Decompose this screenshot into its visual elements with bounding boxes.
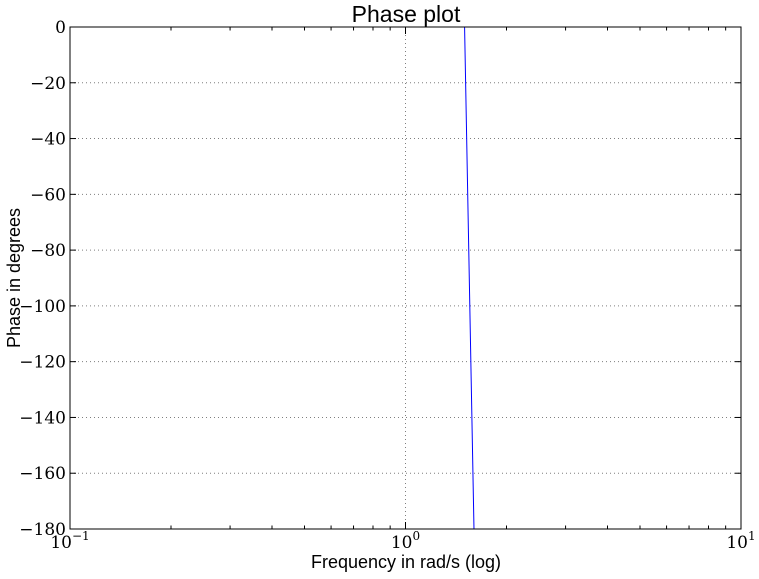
x-tick-label: 10−1 bbox=[50, 529, 89, 553]
chart-title: Phase plot bbox=[352, 1, 461, 27]
x-tick-labels: 10−1 100 101 bbox=[50, 529, 755, 553]
y-tick-label: 0 bbox=[55, 18, 66, 38]
y-tick-label: −140 bbox=[19, 408, 66, 428]
x-axis-label: Frequency in rad/s (log) bbox=[311, 552, 501, 572]
y-tick-label: −20 bbox=[30, 74, 66, 94]
x-tick-label: 100 bbox=[391, 529, 420, 553]
y-tick-label: −40 bbox=[30, 130, 66, 150]
y-tick-label: −80 bbox=[30, 241, 66, 261]
y-tick-label: −60 bbox=[30, 185, 66, 205]
minor-ticks bbox=[170, 27, 727, 529]
y-axis-label: Phase in degrees bbox=[4, 208, 24, 348]
y-tick-labels: 0 −20 −40 −60 −80 −100 −120 −140 −160 −180 bbox=[19, 18, 66, 540]
y-tick-label: −120 bbox=[19, 353, 66, 373]
plot-frame bbox=[69, 26, 742, 530]
x-tick-label: 101 bbox=[726, 529, 755, 553]
y-tick-label: −180 bbox=[19, 520, 66, 540]
y-tick-label: −160 bbox=[19, 464, 66, 484]
y-tick-label: −100 bbox=[19, 297, 66, 317]
